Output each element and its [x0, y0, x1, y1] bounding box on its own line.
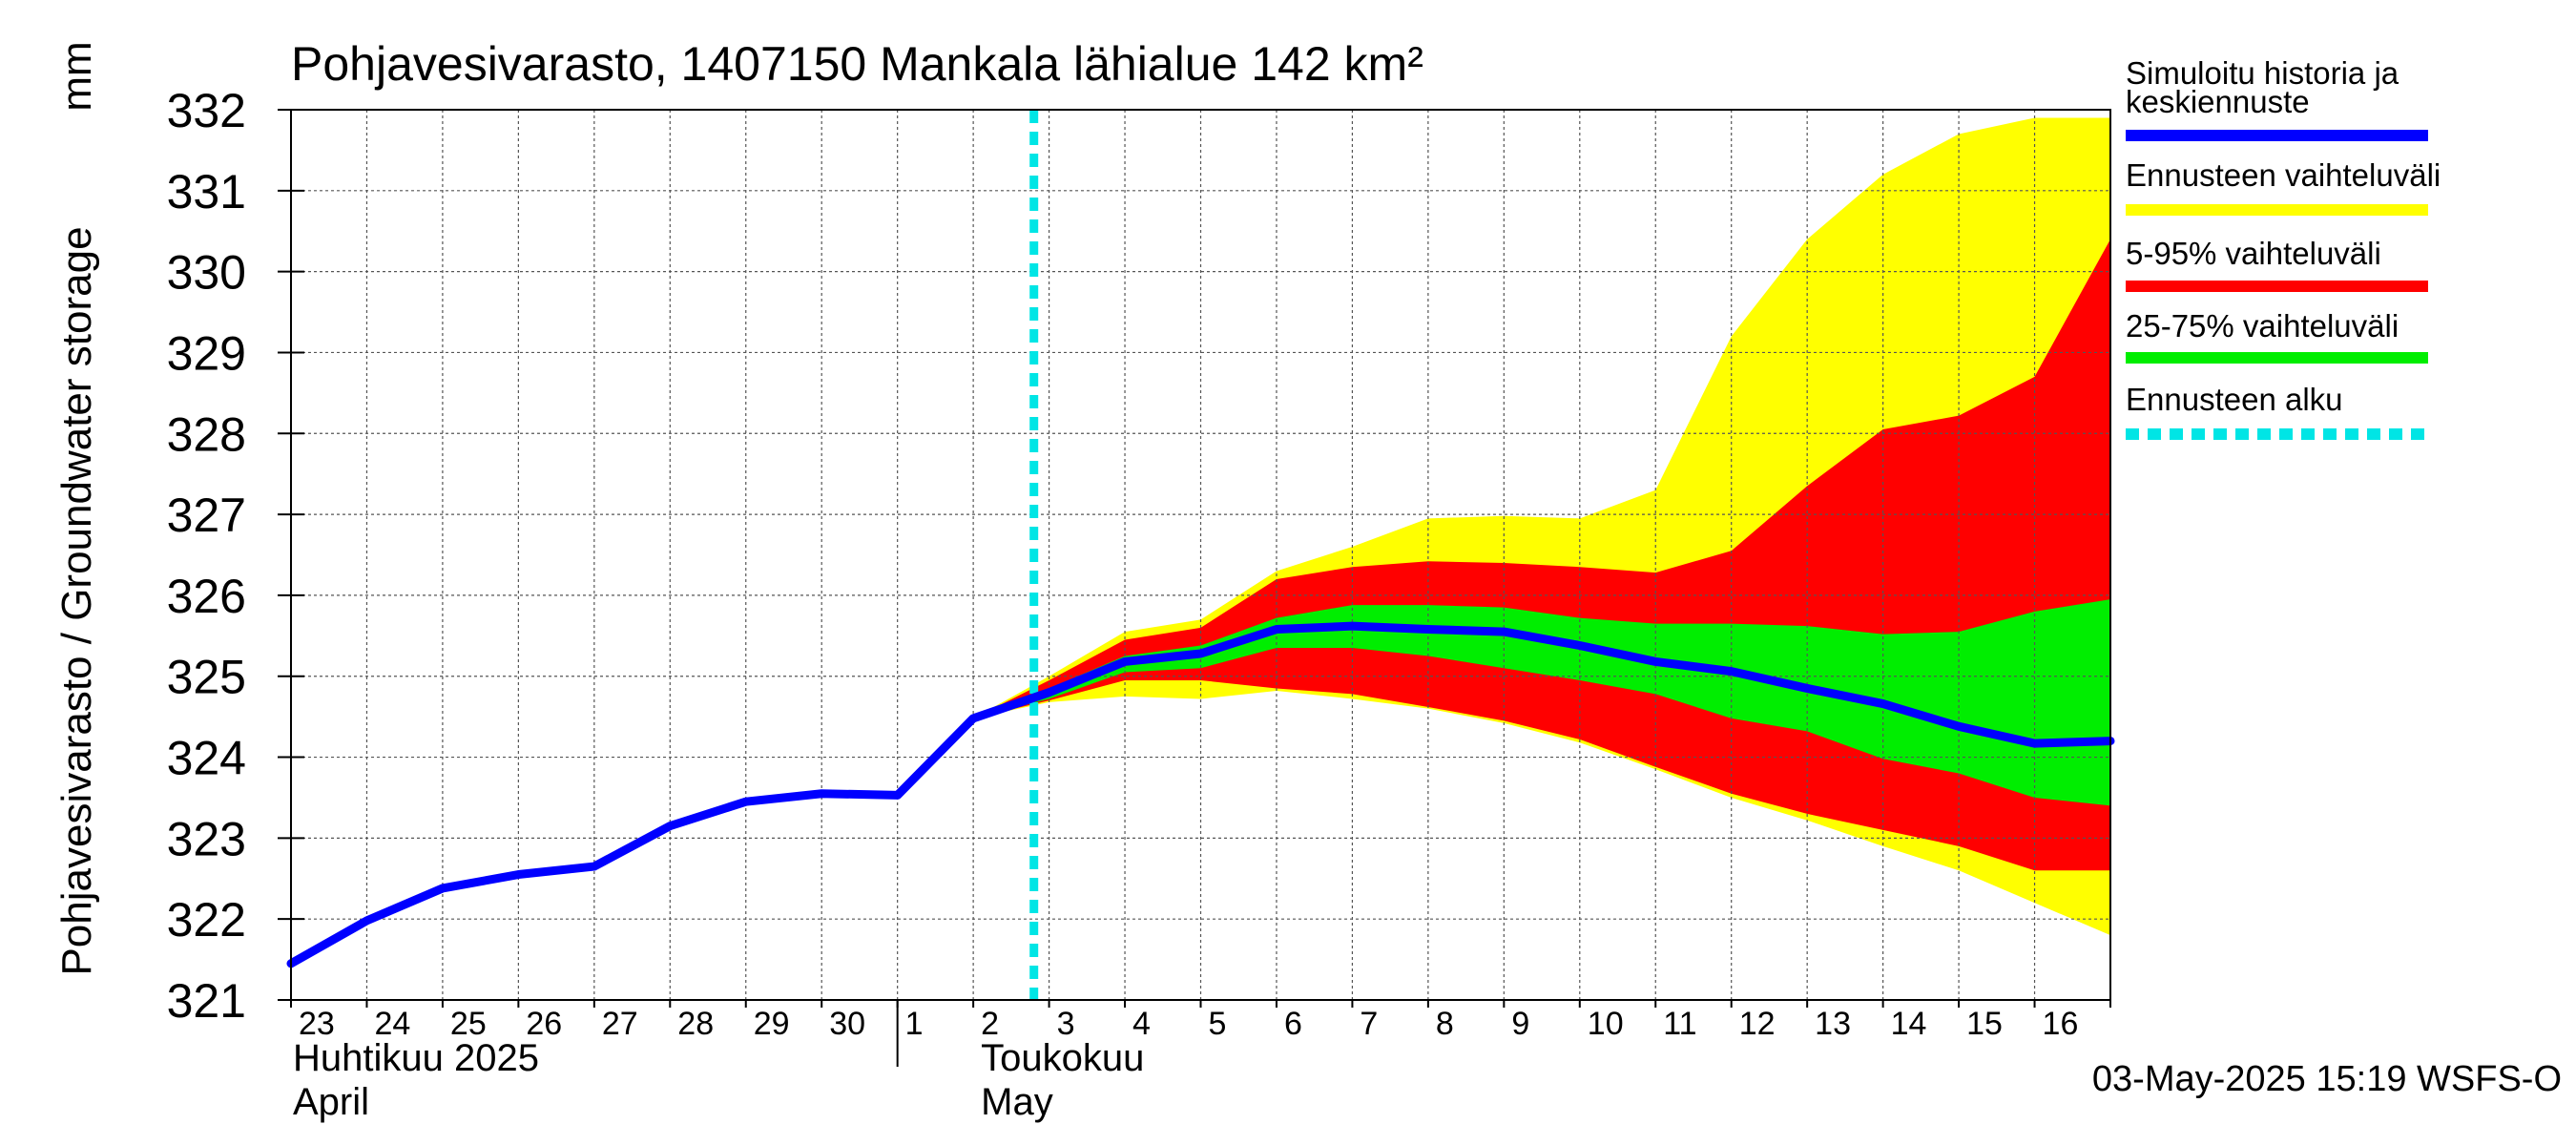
y-tick-label-4: 325 [167, 651, 246, 704]
y-tick-label-5: 326 [167, 570, 246, 623]
series-lines [286, 621, 2115, 968]
x-tick-label-23: 16 [2043, 1006, 2079, 1042]
legend-label-2: 5-95% vaihteluväli [2126, 236, 2381, 271]
x-tick-label-10: 3 [1057, 1006, 1075, 1042]
y-axis-label: Pohjavesivarasto / Groundwater storage [53, 226, 100, 975]
x-tick-label-9: 2 [981, 1006, 999, 1042]
month-label-en-0: April [293, 1081, 369, 1123]
legend-label-1: Ennusteen vaihteluväli [2126, 157, 2441, 193]
x-tick-label-19: 12 [1739, 1006, 1776, 1042]
y-tick-label-7: 328 [167, 407, 246, 461]
x-tick-label-17: 10 [1588, 1006, 1624, 1042]
x-tick-label-4: 27 [602, 1006, 638, 1042]
x-axis: 23 24 25 26 27 28 29 30 1 2 3 4 5 6 7 8 9 10 11 12 13 14 15 16 [290, 1000, 2111, 1042]
legend-label-0-0: Simuloitu historia ja [2126, 55, 2399, 91]
y-axis-unit: mm [53, 41, 100, 111]
x-tick-label-8: 1 [905, 1006, 924, 1042]
x-tick-label-13: 6 [1284, 1006, 1302, 1042]
series-line-0 [286, 621, 2115, 968]
x-tick-label-7: 30 [829, 1006, 865, 1042]
x-tick-label-1: 24 [374, 1006, 410, 1042]
y-tick-label-1: 322 [167, 893, 246, 947]
legend-label-4: Ennusteen alku [2126, 382, 2343, 417]
y-axis: 321 322 323 324 325 326 327 328 329 330 331 332 [167, 84, 304, 1028]
x-tick-label-3: 26 [526, 1006, 562, 1042]
x-tick-label-20: 13 [1815, 1006, 1851, 1042]
y-tick-label-10: 331 [167, 165, 246, 219]
month-label-fi-0: Huhtikuu 2025 [293, 1037, 539, 1079]
x-tick-label-18: 11 [1663, 1006, 1696, 1042]
x-tick-label-11: 4 [1132, 1006, 1151, 1042]
y-tick-label-3: 324 [167, 732, 246, 785]
legend-label-0-1: keskiennuste [2126, 84, 2310, 119]
x-tick-label-22: 15 [1966, 1006, 2003, 1042]
legend-label-3: 25-75% vaihteluväli [2126, 308, 2399, 344]
x-tick-label-6: 29 [754, 1006, 790, 1042]
y-tick-label-6: 327 [167, 489, 246, 542]
x-tick-label-14: 7 [1360, 1006, 1378, 1042]
x-tick-label-16: 9 [1511, 1006, 1529, 1042]
x-tick-label-15: 8 [1436, 1006, 1454, 1042]
x-tick-label-0: 23 [299, 1006, 335, 1042]
x-tick-label-5: 28 [677, 1006, 714, 1042]
footer-timestamp: 03-May-2025 15:19 WSFS-O [2092, 1059, 2562, 1099]
month-label-fi-1: Toukokuu [981, 1037, 1144, 1079]
x-tick-label-2: 25 [450, 1006, 487, 1042]
forecast-bands [973, 117, 2110, 936]
month-label-en-1: May [981, 1081, 1053, 1123]
y-tick-label-9: 330 [167, 246, 246, 300]
y-tick-label-11: 332 [167, 84, 246, 137]
y-tick-label-8: 329 [167, 326, 246, 380]
x-tick-label-21: 14 [1891, 1006, 1927, 1042]
chart-title: Pohjavesivarasto, 1407150 Mankala lähial… [291, 37, 1423, 91]
x-tick-label-12: 5 [1209, 1006, 1227, 1042]
y-tick-label-2: 323 [167, 812, 246, 865]
y-tick-label-0: 321 [167, 974, 246, 1028]
band-2 [973, 599, 2110, 806]
